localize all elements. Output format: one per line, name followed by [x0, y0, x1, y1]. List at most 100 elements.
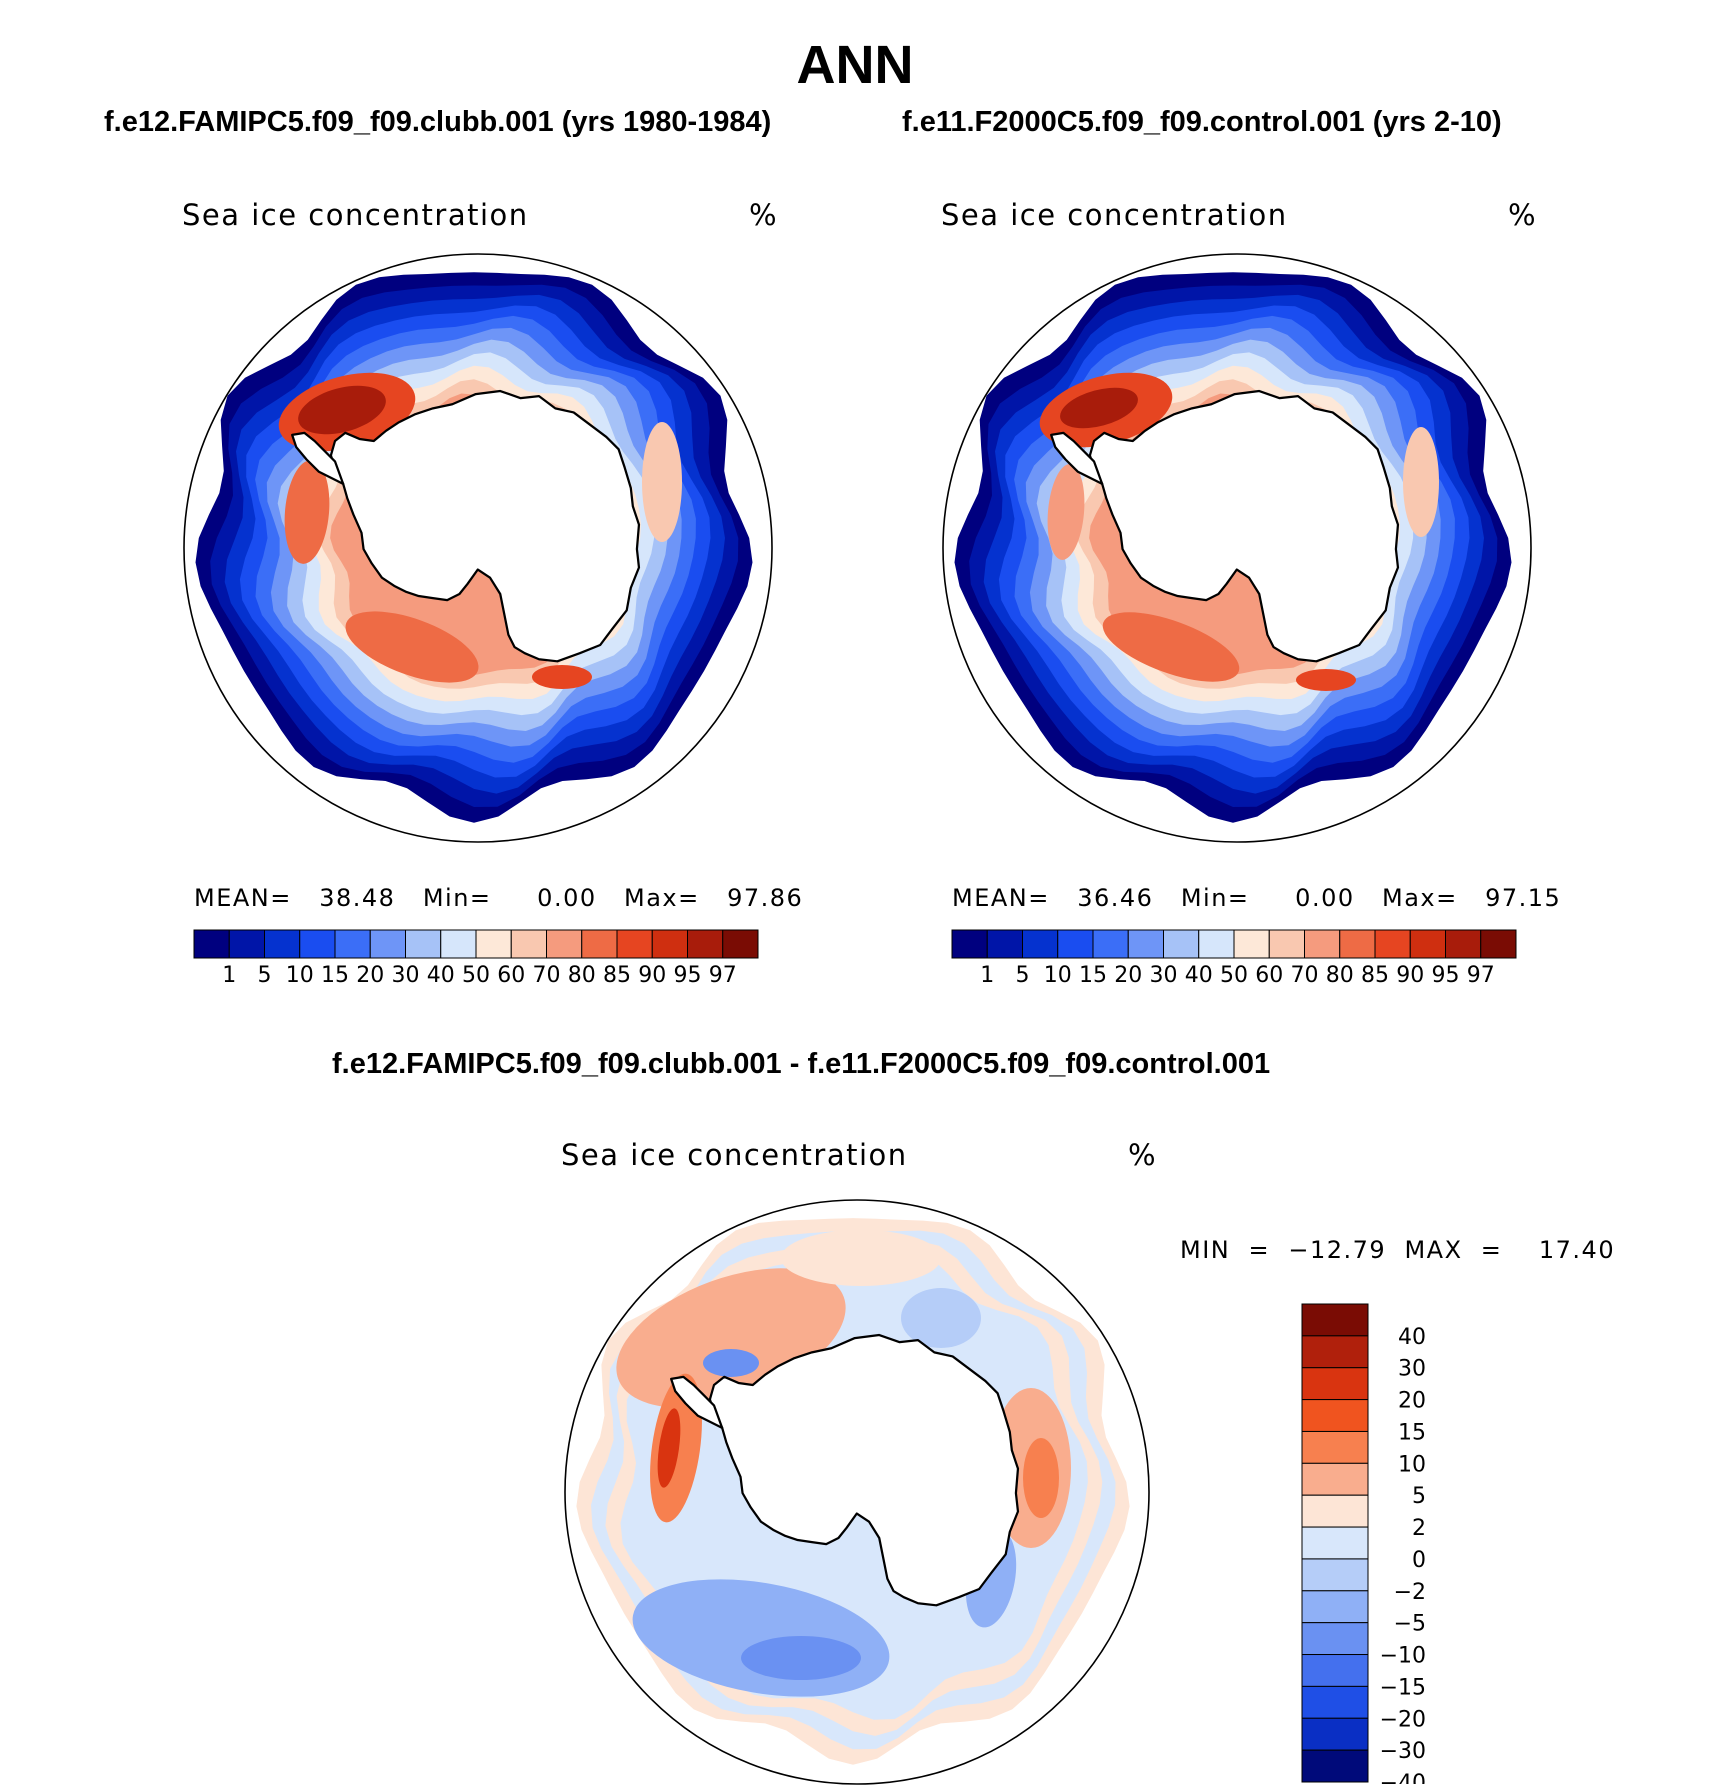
panel1-colorbar-box	[193, 929, 230, 959]
panel2-colorbar: 1 5 10 15 20 30 40 50 60 70 80 85 90 95 97	[951, 929, 1517, 988]
panel1-colorbar-label: 10	[286, 963, 314, 988]
panel2-anomaly-region	[1060, 387, 1138, 429]
panel2-colorbar-box	[1339, 929, 1376, 959]
panel2-colorbar-box	[1022, 929, 1059, 959]
panel1-polar-map	[183, 253, 773, 843]
panel1-anomaly-region	[345, 611, 479, 683]
diff-map-border	[564, 1199, 1150, 1785]
diff-colorbar-label: −10	[1380, 1644, 1426, 1669]
panel2-case-title: f.e11.F2000C5.f09_f09.control.001 (yrs 2…	[902, 106, 1502, 138]
diff-peninsula	[670, 1375, 724, 1429]
panel1-anomaly-region	[532, 665, 592, 689]
panel2-colorbar-box	[1163, 929, 1200, 959]
panel1-coastline	[329, 389, 641, 663]
diff-colorbar-box	[1301, 1367, 1369, 1401]
diff-colorbar-label: −40	[1380, 1771, 1426, 1784]
panel2-colorbar-label: 40	[1185, 963, 1213, 988]
panel2-antarctica	[1050, 389, 1400, 663]
panel1-antarctica	[291, 389, 641, 663]
panel1-map-border	[183, 253, 773, 843]
diff-colorbar-box	[1301, 1654, 1369, 1687]
panel1-colorbar-label: 80	[568, 963, 596, 988]
diff-variable-label: Sea ice concentration	[561, 1138, 908, 1172]
diff-colorbar-label: 15	[1398, 1420, 1426, 1445]
panel2-coastline	[1088, 389, 1400, 663]
panel2-colorbar-label: 10	[1044, 963, 1072, 988]
panel2-polar-map	[942, 253, 1532, 843]
panel1-colorbar-box	[334, 929, 371, 959]
panel1-colorbar-box	[687, 929, 724, 959]
diff-case-title: f.e12.FAMIPC5.f09_f09.clubb.001 - f.e11.…	[332, 1048, 1271, 1080]
panel2-variable-label: Sea ice concentration	[941, 198, 1288, 232]
main-title: ANN	[796, 35, 914, 95]
diff-colorbar-label: 5	[1412, 1484, 1426, 1509]
diff-colorbar-box	[1301, 1335, 1369, 1369]
panel2-colorbar-label: 60	[1255, 963, 1283, 988]
panel2-colorbar-label: 90	[1396, 963, 1424, 988]
diff-colorbar-box	[1301, 1303, 1369, 1337]
panel2-colorbar-box	[951, 929, 988, 959]
panel1-anomaly-region	[642, 422, 682, 542]
panel1-colorbar-box	[616, 929, 653, 959]
panel2-colorbar-label: 85	[1361, 963, 1389, 988]
panel2-colorbar-label: 15	[1079, 963, 1107, 988]
panel1-colorbar-box	[440, 929, 477, 959]
panel1-variable-label: Sea ice concentration	[182, 198, 529, 232]
panel2-colorbar-label: 50	[1220, 963, 1248, 988]
panel2-colorbar-box	[1445, 929, 1482, 959]
panel1-colorbar-box	[546, 929, 583, 959]
diff-colorbar-label: 0	[1412, 1548, 1426, 1573]
diff-colorbar-box	[1301, 1462, 1369, 1496]
diff-anomaly-region	[703, 1349, 759, 1377]
diff-coastline	[708, 1333, 1020, 1607]
panel2-colorbar-box	[1127, 929, 1164, 959]
panel1-colorbar-label: 60	[497, 963, 525, 988]
panel1-colorbar-box	[651, 929, 688, 959]
panel1-colorbar-label: 95	[674, 963, 702, 988]
panel2-colorbar-label: 30	[1150, 963, 1178, 988]
panel2-map-border	[942, 253, 1532, 843]
diff-anomaly-region	[901, 1288, 981, 1348]
panel1-colorbar-label: 5	[258, 963, 272, 988]
panel2-colorbar-label: 80	[1326, 963, 1354, 988]
diff-minmax: MIN = −12.79 MAX = 17.40	[1180, 1236, 1616, 1264]
panel1-anomaly-region	[284, 460, 330, 564]
diff-colorbar-label: −2	[1394, 1580, 1426, 1605]
panel1-colorbar-label: 97	[709, 963, 737, 988]
panel1-anomaly-region	[298, 385, 386, 435]
panel2-colorbar-box	[1374, 929, 1411, 959]
panel2-units-label: %	[1508, 198, 1538, 232]
panel2-colorbar-box	[1198, 929, 1235, 959]
panel1-colorbar-box	[299, 929, 336, 959]
diff-anomaly-region	[657, 1408, 681, 1488]
panel1-stats: MEAN= 38.48 Min= 0.00 Max= 97.86	[194, 884, 804, 912]
diff-colorbar-box	[1301, 1717, 1369, 1751]
diff-colorbar-label: 30	[1398, 1357, 1426, 1382]
panel2-colorbar-label: 97	[1467, 963, 1495, 988]
panel2-colorbar-label: 20	[1114, 963, 1142, 988]
panel2-colorbar-box	[1268, 929, 1305, 959]
diff-colorbar-label: −20	[1380, 1707, 1426, 1732]
panel2-colorbar-label: 70	[1291, 963, 1319, 988]
panel1-colorbar-label: 1	[222, 963, 236, 988]
panel2-colorbar-box	[1480, 929, 1517, 959]
diff-colorbar-label: 40	[1398, 1325, 1426, 1350]
diff-colorbar-label: 2	[1412, 1516, 1426, 1541]
diff-colorbar-box	[1301, 1494, 1369, 1528]
diff-colorbar-box	[1301, 1558, 1369, 1592]
panel1-colorbar-label: 40	[427, 963, 455, 988]
diff-polar-map	[564, 1199, 1150, 1785]
diff-colorbar-label: −30	[1380, 1739, 1426, 1764]
panel2-anomaly-region	[1296, 669, 1356, 691]
panel1-colorbar-box	[581, 929, 618, 959]
panel2-anomaly-region	[1403, 427, 1439, 537]
diff-colorbar-box	[1301, 1685, 1369, 1719]
panel1-colorbar-label: 20	[356, 963, 384, 988]
diff-colorbar-label: 20	[1398, 1389, 1426, 1414]
diff-antarctica	[670, 1333, 1020, 1607]
panel1-colorbar: 1 5 10 15 20 30 40 50 60 70 80 85 90 95 97	[193, 929, 759, 988]
diff-colorbar-box	[1301, 1749, 1369, 1783]
diff-anomaly-region	[781, 1230, 941, 1286]
diff-anomaly-region	[741, 1636, 861, 1680]
